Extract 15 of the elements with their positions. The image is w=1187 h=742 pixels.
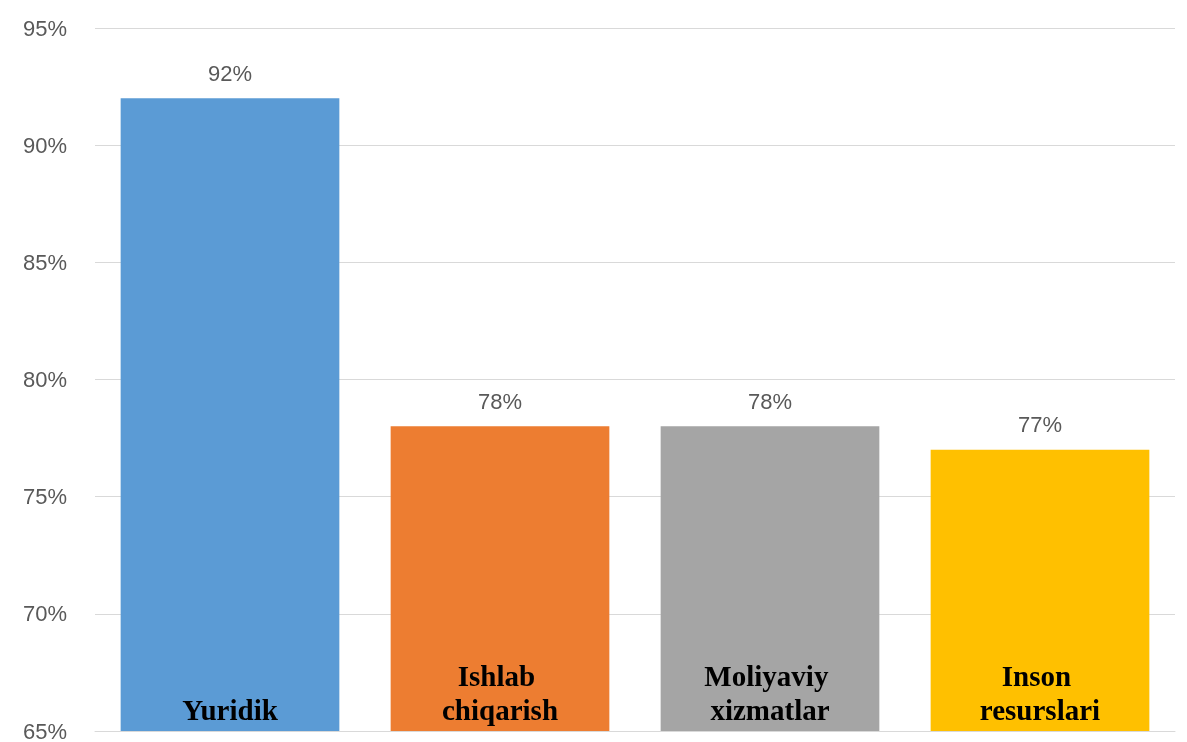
y-tick-label: 85%	[22, 249, 67, 275]
y-tick-label: 90%	[22, 132, 67, 158]
data-label: 78%	[747, 388, 793, 414]
y-tick-label: 95%	[22, 15, 67, 41]
y-tick-label: 70%	[22, 601, 67, 627]
x-tick-label: Inson resurslari	[979, 660, 1101, 726]
data-label: 77%	[1017, 412, 1063, 438]
x-tick-label: Moliyaviy xizmatlar	[704, 660, 836, 726]
x-tick-label: Ishlab chiqarish	[441, 660, 559, 726]
y-tick-label: 65%	[22, 718, 67, 742]
y-tick-label: 75%	[22, 484, 67, 510]
x-tick-label: Yuridik	[182, 694, 279, 726]
data-label: 92%	[207, 60, 253, 86]
data-label: 78%	[477, 388, 523, 414]
y-tick-label: 80%	[22, 367, 67, 392]
